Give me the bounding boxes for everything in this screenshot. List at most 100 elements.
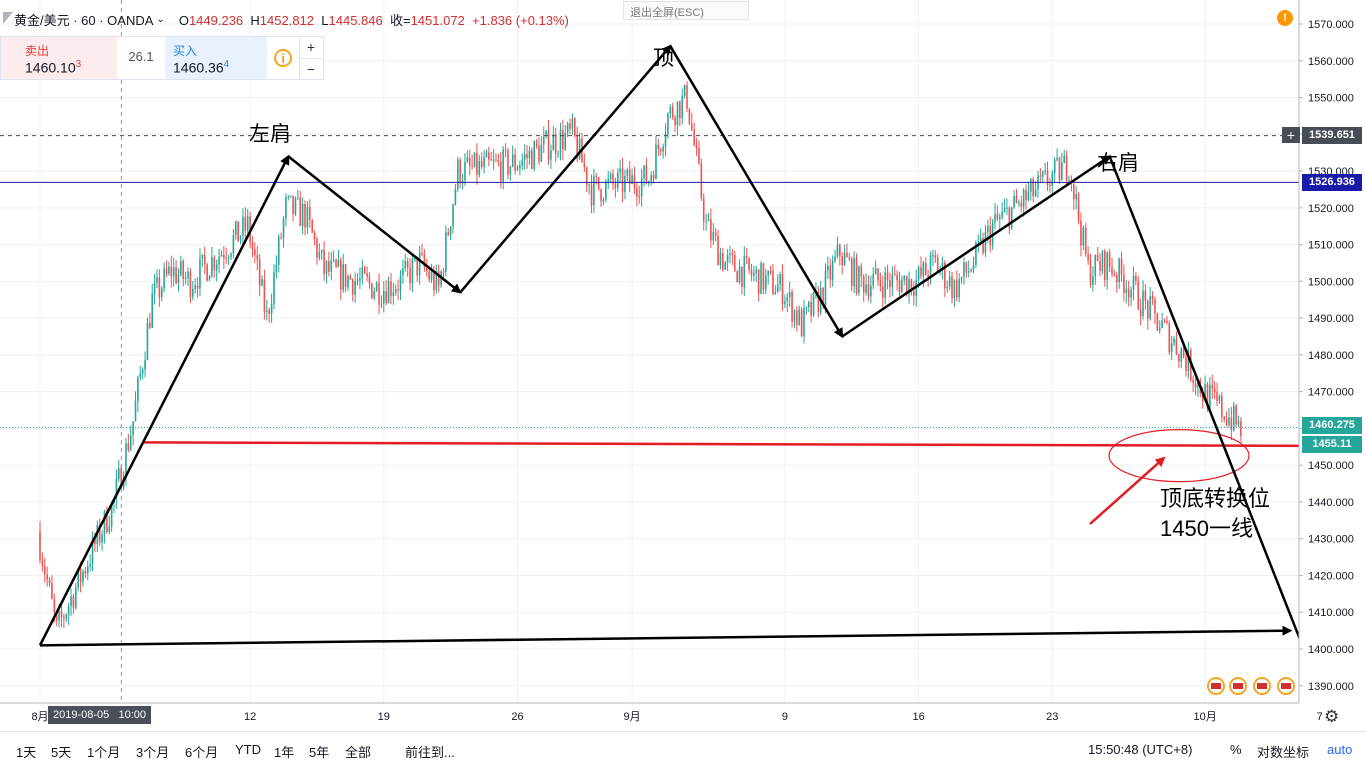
candle-body (1170, 343, 1173, 353)
candle-body (1020, 202, 1023, 207)
candle-body (998, 217, 1001, 220)
candle-body (218, 256, 220, 265)
chevron-down-icon[interactable]: ⌄ (156, 13, 165, 25)
candle-body (511, 154, 514, 167)
price-axis[interactable]: 1390.000 1400.000 1410.000 1420.000 1430.000… (1298, 0, 1366, 703)
candle-body (48, 579, 51, 583)
candle-body (184, 277, 187, 279)
candle-body (1225, 419, 1228, 426)
x-tick-label: 23 (1046, 711, 1058, 723)
candle-body (270, 303, 273, 315)
candle-body (1123, 274, 1125, 293)
candle-body (466, 157, 469, 162)
candle-body (1194, 383, 1197, 388)
alert-icon[interactable]: ! (1277, 10, 1293, 26)
candle-body (855, 257, 858, 294)
candle-body (318, 252, 321, 258)
y-tick-label: 1410.000 (1308, 607, 1354, 619)
candle-body (605, 181, 607, 200)
minus-button[interactable]: − (306, 60, 316, 77)
sell-button[interactable]: 卖出 1460.103 (1, 37, 117, 79)
candle-body (917, 267, 920, 280)
candle-body (710, 219, 712, 241)
candle-body (168, 266, 170, 274)
candle-body (1096, 254, 1099, 262)
candle-body (1094, 254, 1097, 277)
candle-body (492, 159, 495, 161)
red-support-line (143, 441, 1358, 452)
log-scale-toggle[interactable]: 对数坐标 (1257, 745, 1310, 760)
candle-body (535, 141, 538, 146)
range-ytd-button[interactable]: YTD (235, 742, 261, 757)
candle-body (234, 221, 237, 236)
info-button[interactable]: i (267, 37, 299, 79)
price-chart[interactable]: 1390.000 1400.000 1410.000 1420.000 1430.000… (0, 0, 1366, 731)
candle-body (1010, 207, 1013, 229)
buy-button[interactable]: 买入 1460.364 (165, 37, 267, 79)
candle-body (227, 257, 230, 259)
candle-body (526, 154, 528, 159)
candle-body (1080, 220, 1082, 246)
candle-body (428, 271, 430, 280)
candle-body (1044, 170, 1046, 172)
candle-body (1142, 290, 1144, 316)
ohlc-values: O1449.236 H1452.812 L1445.846 收=1451.072… (178, 12, 569, 28)
quantity-stepper[interactable]: + − (299, 37, 322, 79)
candle-body (686, 85, 688, 109)
candle-body (724, 261, 727, 270)
candle-body (643, 165, 645, 179)
range-3m-button[interactable]: 3个月 (136, 745, 170, 760)
candle-body (996, 214, 999, 220)
candle-body (1178, 354, 1180, 362)
candle-body (91, 538, 94, 565)
plus-button[interactable]: + (300, 37, 322, 59)
candle-body (378, 282, 380, 305)
candle-body (251, 242, 254, 250)
candle-body (910, 279, 913, 292)
candle-body (156, 277, 158, 284)
candle-body (636, 187, 638, 197)
candle-body (230, 253, 232, 258)
x-tick-label: 12 (244, 711, 256, 723)
candle-body (399, 275, 402, 291)
candle-body (313, 232, 316, 240)
goto-date-button[interactable]: 前往到... (405, 745, 455, 760)
candle-body (683, 85, 686, 97)
candle-body (108, 526, 111, 533)
candle-body (285, 197, 287, 219)
gear-icon[interactable]: ⚙ (1324, 707, 1340, 726)
percent-toggle[interactable]: % (1230, 742, 1242, 757)
range-1d-button[interactable]: 1天 (16, 745, 37, 760)
range-all-button[interactable]: 全部 (345, 745, 372, 760)
time-axis[interactable]: 8月 12 19 26 9月 9 16 23 10月 7 (0, 702, 1323, 723)
candle-body (597, 177, 600, 190)
candle-body (328, 261, 330, 272)
candle-body (125, 443, 127, 478)
symbol-name[interactable]: 黄金/美元 · 60 · OANDA (14, 12, 154, 28)
crosshair-plus-icon[interactable]: + (1282, 127, 1300, 143)
range-6m-button[interactable]: 6个月 (185, 745, 219, 760)
range-1y-button[interactable]: 1年 (274, 745, 295, 760)
candle-body (1118, 258, 1120, 283)
candle-body (669, 106, 672, 114)
range-5y-button[interactable]: 5年 (309, 745, 330, 760)
candle-body (609, 173, 612, 180)
range-5d-button[interactable]: 5天 (51, 745, 72, 760)
candle-body (659, 149, 662, 152)
candle-body (521, 159, 524, 166)
candle-body (932, 255, 934, 257)
candle-body (748, 257, 750, 270)
candle-body (817, 291, 820, 313)
candle-body (865, 284, 867, 293)
candle-body (881, 286, 884, 298)
candle-body (750, 269, 753, 276)
candle-body (681, 96, 684, 119)
exit-fullscreen-button[interactable]: 退出全屏(ESC) (623, 1, 749, 20)
candle-body (409, 267, 411, 284)
candle-body (380, 303, 383, 305)
range-1m-button[interactable]: 1个月 (87, 745, 121, 760)
candle-body (1216, 391, 1218, 401)
auto-scale-toggle[interactable]: auto (1327, 742, 1353, 757)
candle-body (447, 232, 450, 235)
candle-body (349, 276, 352, 280)
